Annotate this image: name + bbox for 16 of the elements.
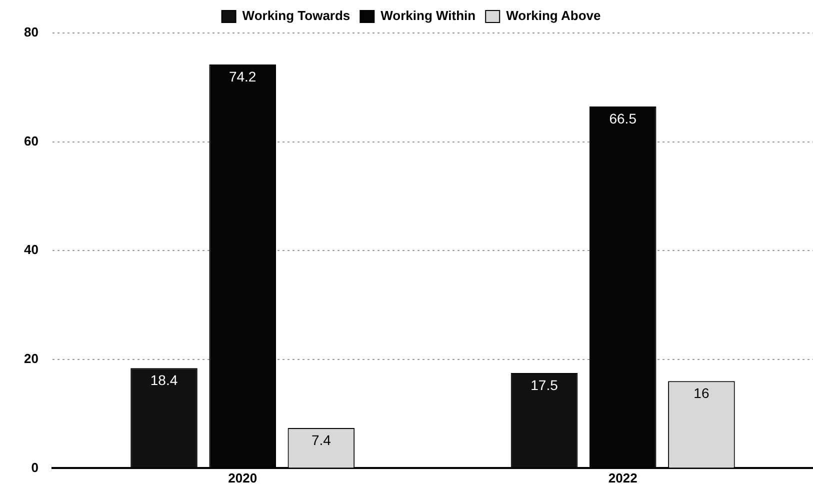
data-label: 17.5: [530, 376, 558, 393]
data-label: 7.4: [311, 432, 332, 448]
legend-label: Working Within: [380, 8, 476, 24]
y-tick-label: 20: [24, 350, 38, 366]
legend-label: Working Above: [506, 8, 601, 24]
data-label: 66.5: [609, 110, 637, 126]
x-tick-label: 2020: [228, 470, 258, 486]
data-label: 18.4: [150, 372, 178, 388]
data-label: 16: [694, 385, 710, 402]
y-tick-label: 0: [31, 460, 38, 475]
x-tick-label: 2022: [608, 470, 638, 486]
y-tick-label: 80: [24, 24, 38, 40]
legend-label: Working Towards: [242, 8, 350, 24]
y-tick-label: 40: [24, 242, 38, 258]
data-label: 74.2: [228, 68, 256, 84]
y-tick-label: 60: [24, 133, 38, 148]
